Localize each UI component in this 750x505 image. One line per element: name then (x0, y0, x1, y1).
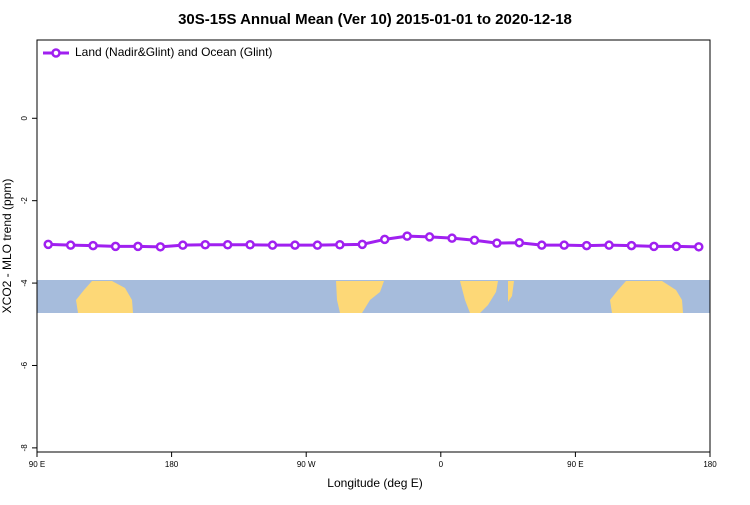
data-point (200, 240, 210, 250)
land-south-america (336, 281, 384, 313)
data-point (492, 238, 502, 248)
y-tick-label: 0 (20, 116, 29, 121)
data-point (447, 233, 457, 243)
data-point (290, 240, 300, 250)
y-tick-label: -4 (20, 279, 29, 287)
y-tick-label: -6 (20, 361, 29, 369)
y-tick-label: -8 (20, 444, 29, 452)
land-australia (76, 281, 133, 313)
data-point (604, 240, 614, 250)
data-point (110, 241, 121, 252)
legend-label: Land (Nadir&Glint) and Ocean (Glint) (75, 45, 272, 59)
x-tick-label: 180 (165, 460, 179, 469)
data-point (312, 240, 323, 250)
land-africa (460, 281, 498, 313)
data-point (537, 240, 547, 250)
legend-marker (51, 48, 61, 58)
data-point (245, 240, 255, 250)
data-point (649, 241, 659, 252)
data-point (65, 240, 76, 250)
data-point (694, 242, 704, 252)
chart-title: 30S-15S Annual Mean (Ver 10) 2015-01-01 … (178, 11, 572, 28)
data-point (43, 239, 53, 250)
data-point (178, 240, 188, 250)
x-tick-label: 90 W (297, 460, 316, 469)
data-point (559, 240, 569, 250)
x-axis-label: Longitude (deg E) (327, 476, 422, 490)
data-point (424, 232, 435, 242)
plot-frame (36, 39, 711, 453)
x-tick-label: 0 (439, 460, 444, 469)
data-point (222, 240, 233, 250)
data-point (357, 239, 368, 250)
data-point (155, 242, 166, 252)
land-madagascar (508, 281, 514, 302)
data-point (379, 234, 390, 245)
data-point (671, 241, 682, 252)
data-point (626, 240, 637, 251)
data-point (133, 241, 143, 252)
data-point (514, 237, 525, 248)
x-tick-label: 90 E (29, 460, 45, 469)
map-strip (37, 280, 710, 313)
data-point (335, 240, 345, 250)
data-point (88, 240, 98, 251)
y-tick-label: -2 (20, 197, 29, 205)
land-australia (610, 281, 683, 313)
data-point (469, 235, 480, 245)
y-axis-label: XCO2 - MLO trend (ppm) (0, 179, 14, 314)
data-point (267, 240, 278, 250)
data-point (581, 240, 592, 251)
x-tick-label: 90 E (567, 460, 583, 469)
data-point (402, 231, 412, 241)
x-tick-label: 180 (703, 460, 717, 469)
